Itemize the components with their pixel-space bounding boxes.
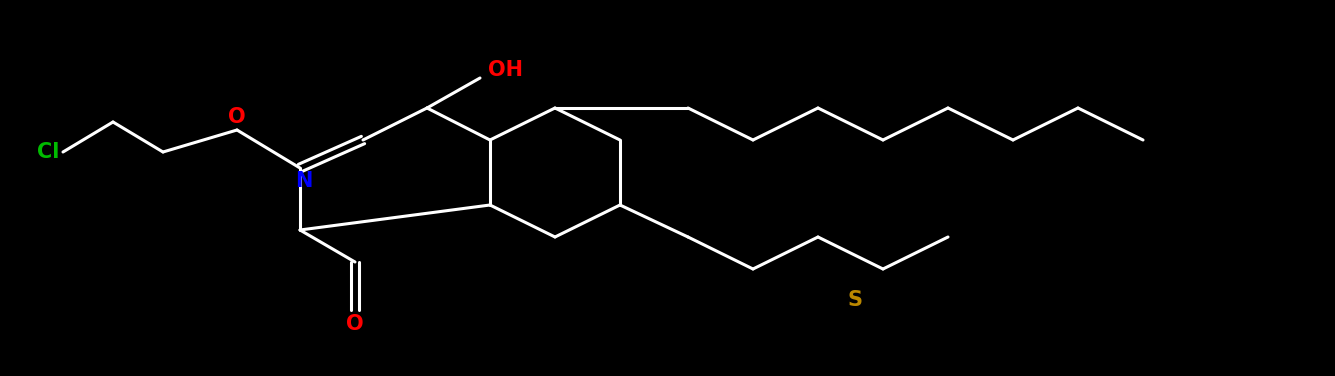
- Text: S: S: [848, 290, 862, 310]
- Text: N: N: [295, 171, 312, 191]
- Text: OH: OH: [489, 60, 523, 80]
- Text: Cl: Cl: [36, 142, 59, 162]
- Text: O: O: [228, 107, 246, 127]
- Text: O: O: [346, 314, 364, 334]
